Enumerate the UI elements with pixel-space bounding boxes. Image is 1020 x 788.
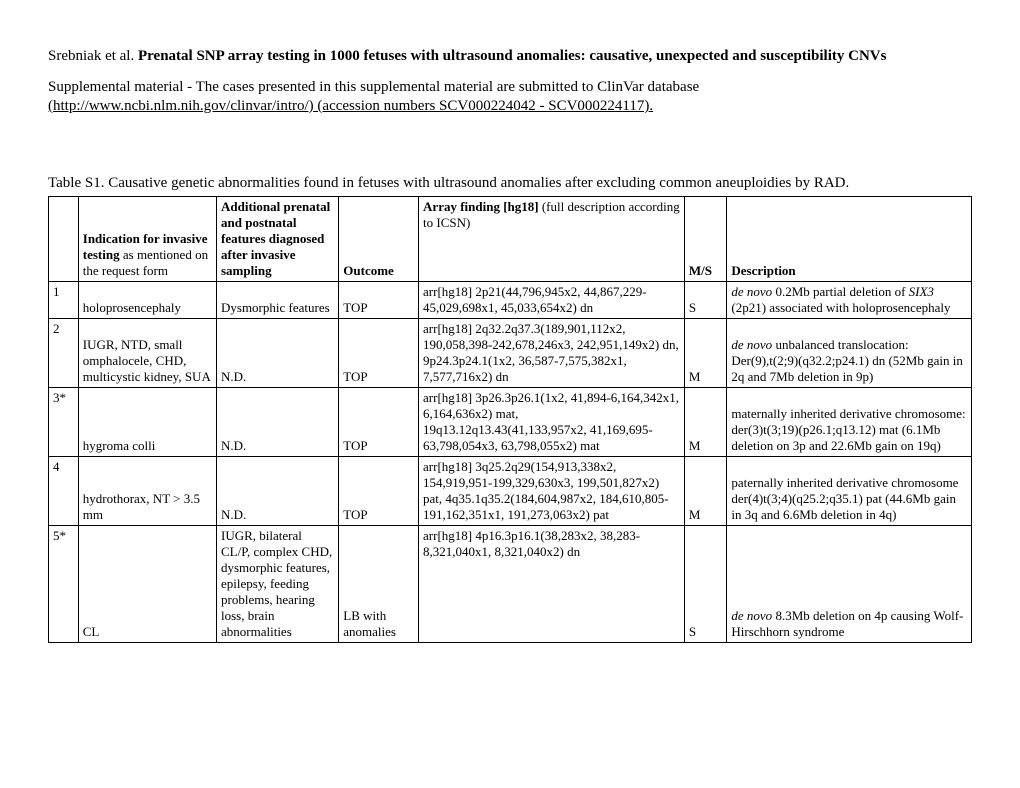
- ms-cell: M: [684, 319, 727, 388]
- array-finding-cell: arr[hg18] 2q32.2q37.3(189,901,112x2, 190…: [419, 319, 685, 388]
- accession-numbers: (accession numbers SCV000224042 - SCV000…: [314, 98, 653, 114]
- col-outcome-header: Outcome: [339, 197, 419, 282]
- desc-header-text: Description: [731, 263, 795, 278]
- indication-cell: holoprosencephaly: [78, 282, 216, 319]
- col-array-header: Array finding [hg18] (full description a…: [419, 197, 685, 282]
- desc-italic: de novo: [731, 284, 772, 299]
- ms-cell: S: [684, 526, 727, 643]
- description-cell: de novo 0.2Mb partial deletion of SIX3 (…: [727, 282, 972, 319]
- title-line: Srebniak et al. Prenatal SNP array testi…: [48, 48, 972, 65]
- indication-cell: IUGR, NTD, small omphalocele, CHD, multi…: [78, 319, 216, 388]
- table-row: 3*hygroma colliN.D.TOParr[hg18] 3p26.3p2…: [49, 388, 972, 457]
- clinvar-link[interactable]: (http://www.ncbi.nlm.nih.gov/clinvar/int…: [48, 98, 314, 114]
- additional-cell: N.D.: [217, 457, 339, 526]
- table-row: 2IUGR, NTD, small omphalocele, CHD, mult…: [49, 319, 972, 388]
- desc-post: maternally inherited derivative chromoso…: [731, 406, 965, 453]
- desc-italic: de novo: [731, 337, 772, 352]
- description-cell: maternally inherited derivative chromoso…: [727, 388, 972, 457]
- ms-cell: M: [684, 457, 727, 526]
- col-number-header: [49, 197, 79, 282]
- outcome-cell: LB with anomalies: [339, 526, 419, 643]
- row-number: 3*: [49, 388, 79, 457]
- outcome-cell: TOP: [339, 319, 419, 388]
- table-row: 5*CLIUGR, bilateral CL/P, complex CHD, d…: [49, 526, 972, 643]
- array-finding-cell: arr[hg18] 3q25.2q29(154,913,338x2, 154,9…: [419, 457, 685, 526]
- additional-header-text: Additional prenatal and postnatal featur…: [221, 199, 330, 278]
- desc-mid: 0.2Mb partial deletion of: [772, 284, 908, 299]
- ms-cell: M: [684, 388, 727, 457]
- table-caption: Table S1. Causative genetic abnormalitie…: [48, 175, 972, 192]
- paper-title: Prenatal SNP array testing in 1000 fetus…: [138, 48, 887, 64]
- col-ms-header: M/S: [684, 197, 727, 282]
- supplemental-link-line: (http://www.ncbi.nlm.nih.gov/clinvar/int…: [48, 98, 972, 115]
- additional-cell: N.D.: [217, 388, 339, 457]
- outcome-cell: TOP: [339, 457, 419, 526]
- desc-post: paternally inherited derivative chromoso…: [731, 475, 958, 522]
- outcome-header-text: Outcome: [343, 263, 394, 278]
- desc-post: (2p21) associated with holoprosencephaly: [731, 300, 950, 315]
- row-number: 2: [49, 319, 79, 388]
- row-number: 5*: [49, 526, 79, 643]
- indication-cell: hygroma colli: [78, 388, 216, 457]
- outcome-cell: TOP: [339, 388, 419, 457]
- table-s1: Indication for invasive testing as menti…: [48, 196, 972, 643]
- array-finding-cell: arr[hg18] 4p16.3p16.1(38,283x2, 38,283-8…: [419, 526, 685, 643]
- indication-cell: hydrothorax, NT > 3.5 mm: [78, 457, 216, 526]
- outcome-cell: TOP: [339, 282, 419, 319]
- table-row: 1holoprosencephalyDysmorphic featuresTOP…: [49, 282, 972, 319]
- ms-header-text: M/S: [689, 263, 712, 278]
- row-number: 4: [49, 457, 79, 526]
- table-row: 4hydrothorax, NT > 3.5 mmN.D.TOParr[hg18…: [49, 457, 972, 526]
- array-finding-cell: arr[hg18] 2p21(44,796,945x2, 44,867,229-…: [419, 282, 685, 319]
- supp-prefix: Supplemental material - The cases presen…: [48, 79, 699, 95]
- additional-cell: Dysmorphic features: [217, 282, 339, 319]
- author-prefix: Srebniak et al.: [48, 48, 138, 64]
- col-additional-header: Additional prenatal and postnatal featur…: [217, 197, 339, 282]
- additional-cell: IUGR, bilateral CL/P, complex CHD, dysmo…: [217, 526, 339, 643]
- row-number: 1: [49, 282, 79, 319]
- table-header-row: Indication for invasive testing as menti…: [49, 197, 972, 282]
- indication-cell: CL: [78, 526, 216, 643]
- description-cell: de novo unbalanced translocation: Der(9)…: [727, 319, 972, 388]
- additional-cell: N.D.: [217, 319, 339, 388]
- col-desc-header: Description: [727, 197, 972, 282]
- ms-cell: S: [684, 282, 727, 319]
- supplemental-line: Supplemental material - The cases presen…: [48, 79, 972, 96]
- desc-italic: de novo: [731, 608, 772, 623]
- desc-italic2: SIX3: [909, 284, 934, 299]
- array-finding-cell: arr[hg18] 3p26.3p26.1(1x2, 41,894-6,164,…: [419, 388, 685, 457]
- array-bold: Array finding [hg18]: [423, 199, 539, 214]
- description-cell: de novo 8.3Mb deletion on 4p causing Wol…: [727, 526, 972, 643]
- description-cell: paternally inherited derivative chromoso…: [727, 457, 972, 526]
- col-indication-header: Indication for invasive testing as menti…: [78, 197, 216, 282]
